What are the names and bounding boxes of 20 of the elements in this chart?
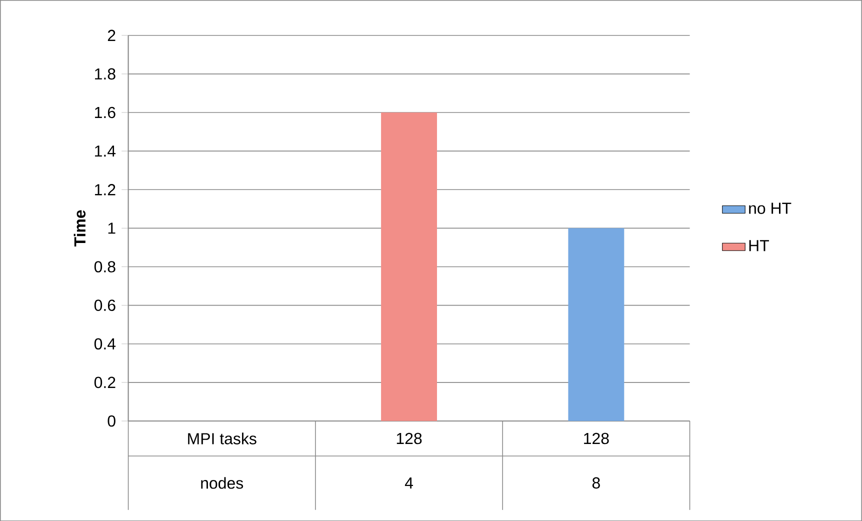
y-tick-label: 1.6 [95,106,116,118]
text: 8 [592,477,600,488]
x-tick-label: 128 [584,432,609,444]
y-tick-label: 0.4 [94,338,116,350]
y-tick-label: 0.8 [94,260,116,272]
legend-label: HT [749,240,769,252]
y-tick-label: 1 [108,222,116,234]
y-tick-label: 1.8 [95,68,116,80]
y-tick-label: 0.6 [94,300,116,311]
y-tick-label: 1.4 [95,145,116,156]
y-tick-label: 0.2 [94,376,116,388]
text: 4 [404,477,413,488]
y-tick-label: 2 [108,30,116,41]
text: nodes [201,476,244,489]
x-tick-label: MPI tasks [188,432,256,444]
y-tick-label: 1.2 [95,184,116,196]
x-tick-label: 128 [396,432,422,444]
y-tick-label: 0 [108,415,116,426]
legend-label: no HT [749,202,792,214]
y-axis-title: Time [74,210,86,246]
